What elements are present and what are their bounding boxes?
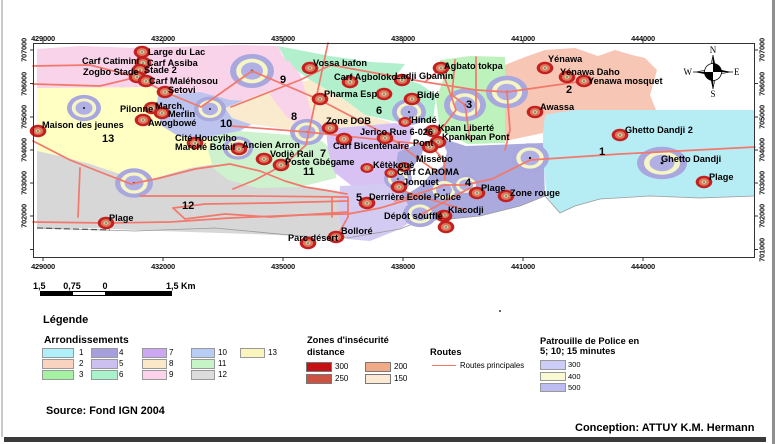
svg-text:Carf Bicentenaire: Carf Bicentenaire (333, 141, 409, 151)
svg-text:N: N (710, 45, 717, 55)
svg-text:Jonquet: Jonquet (403, 177, 439, 187)
svg-text:Vossa bafon: Vossa bafon (313, 58, 367, 68)
svg-text:4: 4 (465, 177, 472, 189)
svg-text:3: 3 (466, 99, 472, 111)
svg-text:7: 7 (320, 148, 326, 160)
svg-text:Dépôt soufflé: Dépôt soufflé (384, 211, 443, 221)
svg-text:Plage: Plage (481, 183, 506, 193)
svg-text:Bidjé: Bidjé (417, 90, 439, 100)
svg-text:Vodjè Rail: Vodjè Rail (270, 149, 314, 159)
svg-text:Zone rouge: Zone rouge (510, 188, 560, 198)
svg-text:Carf Agboloko: Carf Agboloko (334, 72, 397, 82)
svg-text:Ladji Gbamin: Ladji Gbamin (395, 71, 454, 81)
svg-text:Agbato tokpa: Agbato tokpa (444, 61, 504, 71)
svg-text:Setovi: Setovi (168, 85, 196, 95)
svg-text:Poste Gbégame: Poste Gbégame (285, 157, 354, 167)
svg-text:Yénawa Daho: Yénawa Daho (560, 67, 620, 77)
svg-text:Plage: Plage (709, 172, 734, 182)
svg-text:Pharma Esp: Pharma Esp (324, 89, 377, 99)
svg-text:Carf CAROMA: Carf CAROMA (397, 167, 460, 177)
svg-text:Stade 2: Stade 2 (144, 65, 177, 75)
svg-text:Kpan Liberté: Kpan Liberté (438, 123, 494, 133)
svg-text:9: 9 (280, 74, 286, 86)
svg-text:Ghetto Dandji: Ghetto Dandji (661, 154, 721, 164)
svg-text:'Hindé: 'Hindé (409, 115, 437, 125)
svg-text:1: 1 (599, 146, 605, 158)
svg-text:Kpankpan Pont: Kpankpan Pont (442, 132, 509, 142)
svg-text:12: 12 (182, 200, 194, 212)
svg-text:11: 11 (303, 166, 315, 178)
svg-text:Zogbo Stade: Zogbo Stade (83, 67, 139, 77)
svg-text:Derrière Ecole Police: Derrière Ecole Police (369, 192, 461, 202)
svg-text:Kêtèkouè: Kêtèkouè (373, 160, 414, 170)
svg-text:Merlin: Merlin (168, 109, 195, 119)
svg-text:Yenawa mosquet: Yenawa mosquet (588, 76, 663, 86)
svg-text:Marché Botail: Marché Botail (175, 142, 235, 152)
svg-text:S: S (710, 89, 715, 99)
svg-text:8: 8 (291, 111, 297, 123)
svg-text:6: 6 (376, 105, 382, 117)
svg-text:13: 13 (102, 133, 114, 145)
svg-text:Large du Lac: Large du Lac (148, 47, 205, 57)
svg-text:Ghetto Dandji 2: Ghetto Dandji 2 (625, 125, 693, 135)
svg-text:March,: March, (155, 101, 185, 111)
svg-text:Carf Catimini: Carf Catimini (82, 56, 139, 66)
svg-text:2: 2 (566, 84, 572, 96)
svg-text:W: W (684, 67, 693, 77)
svg-text:Cité Houcyiho: Cité Houcyiho (175, 133, 237, 143)
svg-text:Klacodji: Klacodji (448, 205, 484, 215)
svg-text:Carf Maléhosou: Carf Maléhosou (149, 76, 218, 86)
svg-text:E: E (734, 67, 740, 77)
svg-text:Ancien Arron: Ancien Arron (242, 140, 300, 150)
svg-text:Parc désert: Parc désert (288, 233, 338, 243)
svg-text:Bolloré: Bolloré (341, 226, 373, 236)
svg-text:Yénawa: Yénawa (548, 54, 583, 64)
svg-text:Zone DOB: Zone DOB (326, 116, 371, 126)
svg-text:Awogbowé: Awogbowé (148, 118, 196, 128)
svg-text:Missèbo: Missèbo (416, 154, 453, 164)
svg-text:Maison des jeunes: Maison des jeunes (42, 120, 124, 130)
svg-text:Carf Assiba: Carf Assiba (147, 58, 199, 68)
svg-text:Plage: Plage (109, 213, 134, 223)
svg-text:10: 10 (220, 118, 232, 130)
svg-text:Awassa: Awassa (540, 102, 575, 112)
svg-text:5: 5 (356, 192, 362, 204)
svg-text:Pilonne: Pilonne (120, 104, 153, 114)
svg-text:Pont: Pont (413, 138, 433, 148)
svg-text:Jerico Rue 6-026: Jerico Rue 6-026 (360, 127, 433, 137)
